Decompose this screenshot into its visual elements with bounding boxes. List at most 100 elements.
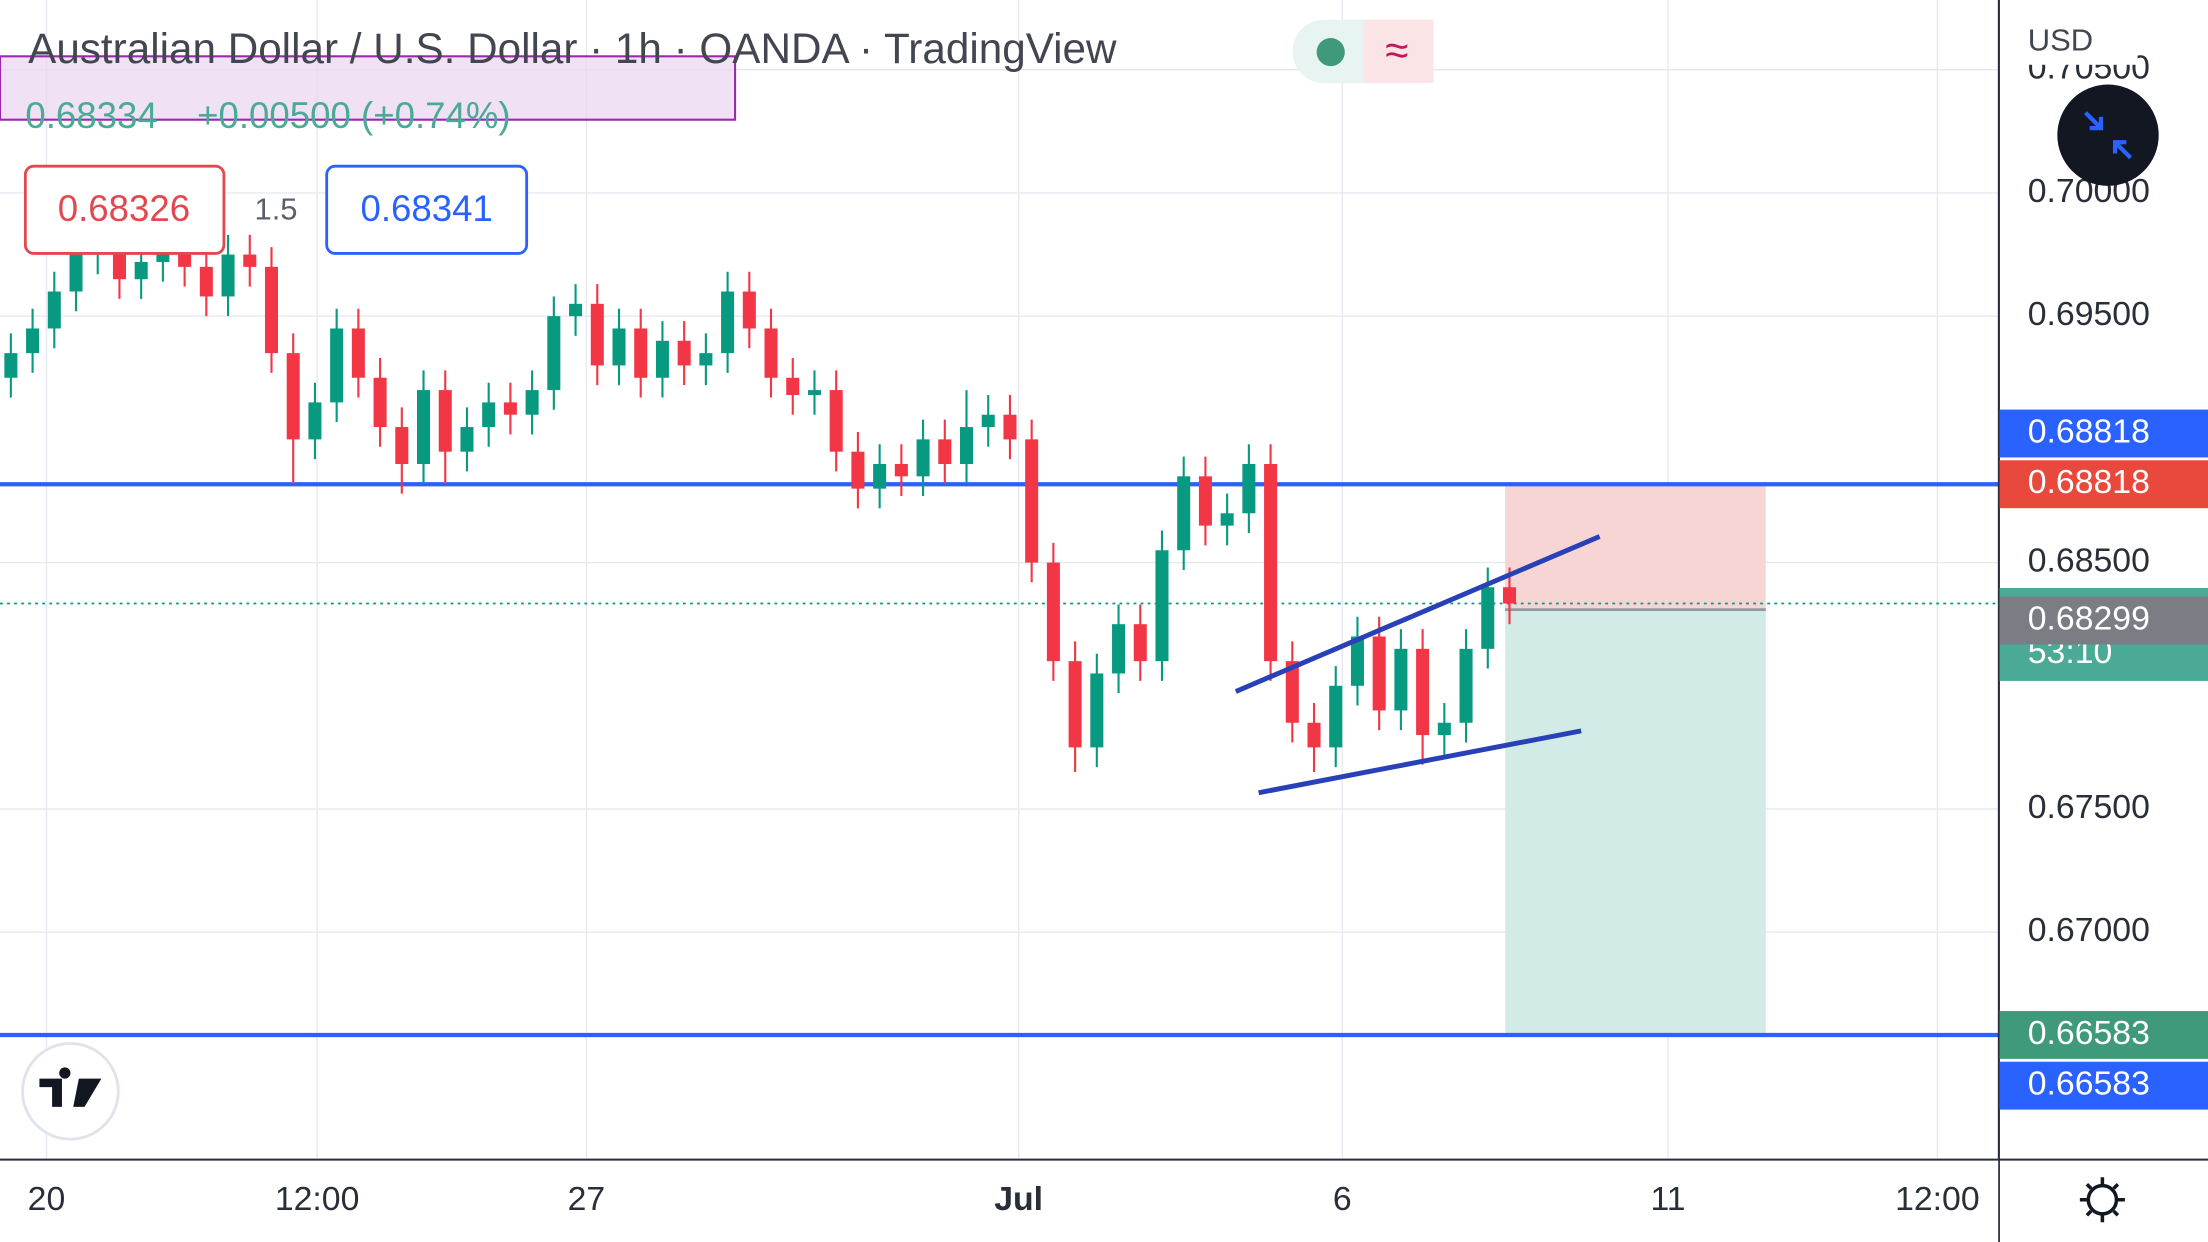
candle-body xyxy=(786,377,800,396)
candle-body xyxy=(460,427,474,452)
candle-body xyxy=(873,464,887,489)
buy-price: 0.68341 xyxy=(361,188,493,229)
candle-body xyxy=(330,328,344,403)
candle-body xyxy=(1220,513,1234,526)
x-tick-label: 12:00 xyxy=(275,1180,360,1218)
y-tick-label: 0.67000 xyxy=(2028,911,2150,949)
candle-body xyxy=(199,266,213,297)
buy-button[interactable] xyxy=(325,164,529,255)
candle-body xyxy=(1242,464,1256,514)
candle-body xyxy=(699,353,713,366)
candle-body xyxy=(373,377,387,428)
logo-mark xyxy=(39,1067,102,1107)
fullscreen-button[interactable] xyxy=(2057,84,2159,186)
candle-body xyxy=(655,340,669,378)
candle-body xyxy=(1155,550,1169,662)
candle-body xyxy=(938,439,952,465)
candle-body xyxy=(612,328,626,366)
candle-body xyxy=(221,254,235,297)
currency-bg xyxy=(2010,16,2138,65)
x-tick-label: 12:00 xyxy=(1895,1180,1980,1218)
stop-zone xyxy=(1505,484,1766,610)
sell-price: 0.68326 xyxy=(58,188,190,229)
candle-body xyxy=(1502,587,1517,604)
x-tick-label: 27 xyxy=(568,1180,606,1218)
last-price: 0.68334 xyxy=(25,95,157,136)
candle-body xyxy=(1372,636,1386,711)
trendline xyxy=(1234,534,1601,694)
candle-body xyxy=(264,266,279,354)
price-label-bg xyxy=(1999,596,2208,645)
candle-body xyxy=(395,427,409,465)
change: +0.00500 (+0.74%) xyxy=(197,95,510,136)
candle-body xyxy=(26,328,40,354)
candle-body xyxy=(243,254,257,267)
candle-body xyxy=(1264,464,1278,662)
candle-body xyxy=(525,390,539,415)
x-tick-label: 20 xyxy=(28,1180,66,1218)
trendline xyxy=(1258,728,1582,796)
candle-body xyxy=(1003,414,1017,440)
candle-body xyxy=(721,291,735,354)
price-label: 0.66583 xyxy=(2028,1014,2150,1052)
candle-body xyxy=(677,340,691,366)
sell-button[interactable] xyxy=(23,164,226,255)
chart-title: Australian Dollar / U.S. Dollar · 1h · O… xyxy=(28,25,1117,72)
candle-body xyxy=(1481,587,1495,649)
price-label: 0.68818 xyxy=(2028,463,2150,501)
highlight-box xyxy=(0,55,737,121)
candle-body xyxy=(47,291,61,329)
logo[interactable] xyxy=(21,1042,120,1141)
candle-body xyxy=(1416,648,1430,736)
target-zone xyxy=(1505,609,1766,1035)
fullscreen-icon xyxy=(2083,111,2133,160)
candle-body xyxy=(1090,673,1104,748)
candle-body xyxy=(286,353,300,440)
price-label-bg xyxy=(1999,1061,2208,1110)
candle-body xyxy=(112,247,126,280)
candle-body xyxy=(742,291,756,329)
spread: 1.5 xyxy=(254,191,297,226)
candle-body xyxy=(482,402,496,428)
candle-body xyxy=(894,464,908,477)
candle-body xyxy=(134,261,148,280)
price-label-bg xyxy=(1999,1011,2208,1059)
candle-body xyxy=(438,390,452,452)
settings-ring xyxy=(2086,1183,2119,1216)
candle-body xyxy=(351,328,365,378)
x-tick-label: 11 xyxy=(1651,1180,1686,1218)
x-tick-label: 6 xyxy=(1333,1180,1352,1218)
candle-body xyxy=(851,451,865,489)
candle-body xyxy=(807,390,821,396)
y-tick-label: 0.67500 xyxy=(2028,788,2150,826)
time-axis xyxy=(0,1160,1999,1242)
currency[interactable]: USD xyxy=(2028,22,2093,57)
candle-body xyxy=(981,414,995,428)
price-label-bg xyxy=(1999,460,2208,509)
candle-body xyxy=(1068,661,1082,748)
candle-body xyxy=(69,254,83,292)
candle-body xyxy=(1198,476,1212,526)
candle-body xyxy=(503,402,517,415)
candle-body xyxy=(764,328,778,378)
candle-body xyxy=(1112,624,1126,674)
candle-body xyxy=(1437,722,1451,736)
price-label-bg xyxy=(1999,409,2208,458)
candle-body xyxy=(634,328,648,378)
candle-body xyxy=(569,303,583,317)
candle-body xyxy=(1394,648,1408,711)
candle-body xyxy=(1459,648,1473,723)
candle-body xyxy=(1025,439,1039,563)
market-open-dot xyxy=(1316,38,1345,67)
price-label: 0.66583 xyxy=(2028,1065,2150,1103)
candle-body xyxy=(916,439,930,477)
candle-body xyxy=(1285,661,1299,723)
candle-body xyxy=(547,316,561,391)
status-pill-right xyxy=(1363,19,1434,84)
price-label: 0.68818 xyxy=(2028,412,2150,450)
y-axis: 0.705000.700000.695000.685000.675000.670… xyxy=(1999,49,2208,1110)
candle-body xyxy=(4,353,18,378)
candle-body xyxy=(1177,476,1191,551)
grid xyxy=(0,0,1999,1159)
